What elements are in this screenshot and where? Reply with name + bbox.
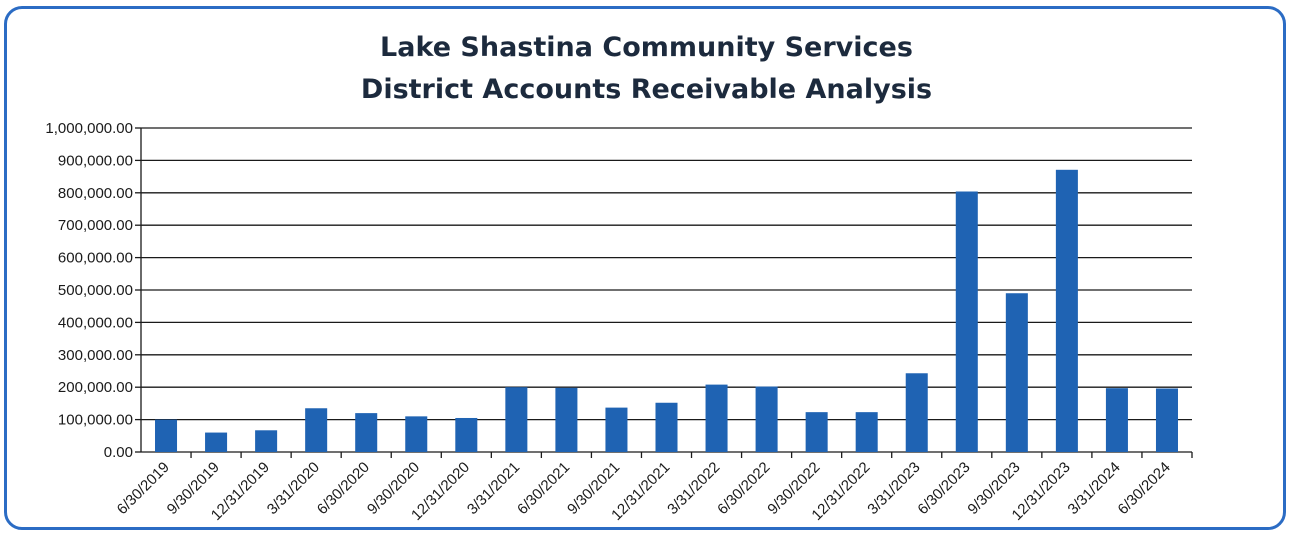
y-tick-label: 800,000.00 [58,185,133,202]
y-tick-label: 700,000.00 [58,217,133,234]
bar [655,402,678,452]
x-tick-label: 6/30/2020 [314,459,373,518]
y-tick-label: 500,000.00 [58,282,133,299]
chart-title-line2: District Accounts Receivable Analysis [360,74,933,105]
chart-title-line1: Lake Shastina Community Services [380,32,913,63]
x-tick-label: 6/30/2022 [714,459,773,518]
x-tick-label: 6/30/2021 [514,459,573,518]
y-tick-label: 300,000.00 [58,347,133,364]
x-tick-label: 6/30/2019 [114,459,173,518]
y-tick-label: 400,000.00 [58,314,133,331]
bar [505,387,528,452]
y-tick-label: 200,000.00 [58,379,133,396]
bar [605,407,628,452]
x-tick-label: 3/31/2022 [664,459,723,518]
bar [405,416,428,452]
x-tick-label: 3/31/2023 [864,459,923,518]
bar [305,408,328,452]
bar [355,413,378,452]
bar [805,412,828,452]
y-tick-label: 100,000.00 [58,412,133,429]
y-tick-label: 0.00 [104,444,133,461]
y-tick-label: 1,000,000.00 [45,120,133,137]
x-tick-label: 3/31/2020 [264,459,323,518]
bar [555,387,578,452]
y-tick-label: 600,000.00 [58,250,133,267]
x-tick-label: 3/31/2021 [464,459,523,518]
bar [855,412,878,452]
bar [1105,388,1128,452]
bar [705,384,728,452]
bar [955,191,978,452]
x-tick-label: 6/30/2024 [1115,459,1174,518]
x-tick-label: 3/31/2024 [1065,459,1124,518]
bar [255,430,278,452]
x-tick-label: 6/30/2023 [914,459,973,518]
bar [905,373,928,452]
bar [155,419,178,452]
bar [1155,388,1178,452]
bar [1055,169,1078,452]
y-tick-label: 900,000.00 [58,152,133,169]
bar [455,417,478,452]
bar [755,386,778,452]
bar [205,432,228,452]
bar [1005,293,1028,452]
